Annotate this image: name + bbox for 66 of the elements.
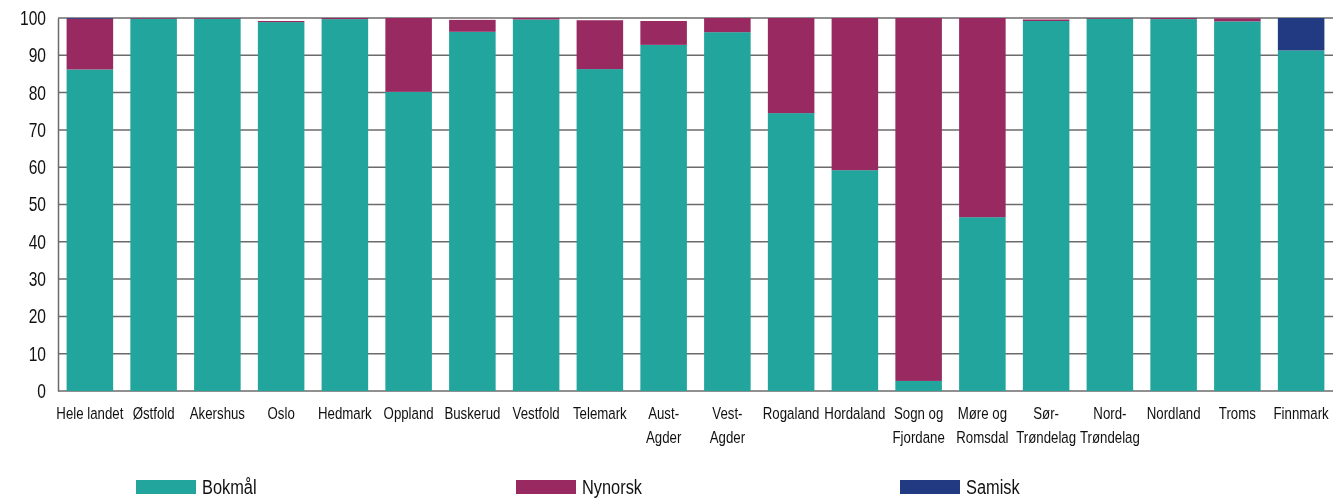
x-tick-label: Vestfold: [512, 403, 560, 423]
bar: [1150, 19, 1197, 391]
bar: [1214, 21, 1261, 391]
bar: [704, 32, 751, 391]
bar: [704, 18, 751, 33]
x-tick-label: Telemark: [572, 403, 628, 423]
bar: [576, 20, 624, 70]
legend-label: Bokmål: [202, 475, 257, 499]
x-tick-label: Aust-Agder: [645, 403, 682, 447]
bar: [449, 19, 496, 32]
x-tick-label: Troms: [1218, 403, 1257, 423]
y-tick-label: 70: [28, 118, 47, 142]
x-tick-label: Hedmark: [317, 403, 373, 423]
y-tick-label: 50: [28, 193, 47, 216]
x-tick-label: Møre og Romsdal: [956, 403, 1009, 447]
bar: [831, 170, 879, 391]
bar: [385, 91, 432, 391]
legend-label: Nynorsk: [582, 475, 643, 499]
bar: [959, 217, 1006, 391]
bar: [1277, 50, 1325, 391]
y-tick-label: 60: [28, 156, 47, 179]
x-tick-label: Hordaland: [824, 403, 886, 423]
bar: [512, 19, 560, 391]
x-tick-label: Sogn og Fjordane: [892, 403, 945, 447]
bar: [959, 18, 1006, 218]
bar: [385, 18, 432, 92]
x-tick-label: Nordland: [1146, 403, 1201, 423]
bar: [66, 69, 114, 391]
bar: [895, 18, 942, 381]
bar: [257, 22, 305, 391]
x-tick-label: Rogaland: [762, 403, 820, 423]
x-tick-label: Vest-Agder: [709, 403, 746, 447]
y-tick-label: 90: [28, 44, 47, 67]
bar: [1214, 18, 1261, 22]
bar: [576, 69, 624, 391]
bar: [194, 18, 241, 391]
x-tick-label: Hele landet: [56, 403, 125, 423]
bar: [640, 20, 687, 45]
y-tick-label: 40: [28, 230, 47, 254]
x-tick-label: Sør-Trøndelag: [1016, 403, 1077, 447]
bar: [895, 380, 942, 391]
bar: [767, 18, 815, 114]
x-tick-label: Buskerud: [444, 403, 501, 423]
x-tick-label: Oppland: [383, 403, 434, 423]
bar: [1277, 18, 1325, 51]
legend-label: Samisk: [966, 475, 1021, 499]
y-tick-label: 30: [28, 268, 47, 291]
bar: [66, 18, 114, 70]
bar: [1022, 20, 1070, 391]
x-tick-label: Akershus: [189, 403, 246, 423]
bar: [831, 18, 879, 171]
y-tick-label: 80: [28, 81, 47, 104]
x-tick-label: Oslo: [267, 403, 295, 423]
x-tick-label: Nord-Trøndelag: [1079, 403, 1140, 447]
y-tick-label: 100: [19, 7, 47, 30]
y-tick-label: 0: [37, 380, 47, 403]
y-tick-label: 20: [28, 305, 47, 328]
x-tick-label: Østfold: [132, 403, 175, 423]
bar: [1086, 18, 1134, 391]
bar: [449, 31, 496, 391]
bar: [767, 113, 815, 391]
bar: [640, 44, 687, 391]
x-tick-label: Finnmark: [1273, 403, 1330, 423]
bar: [130, 18, 177, 391]
bar: [321, 19, 369, 391]
y-tick-label: 10: [28, 342, 47, 366]
